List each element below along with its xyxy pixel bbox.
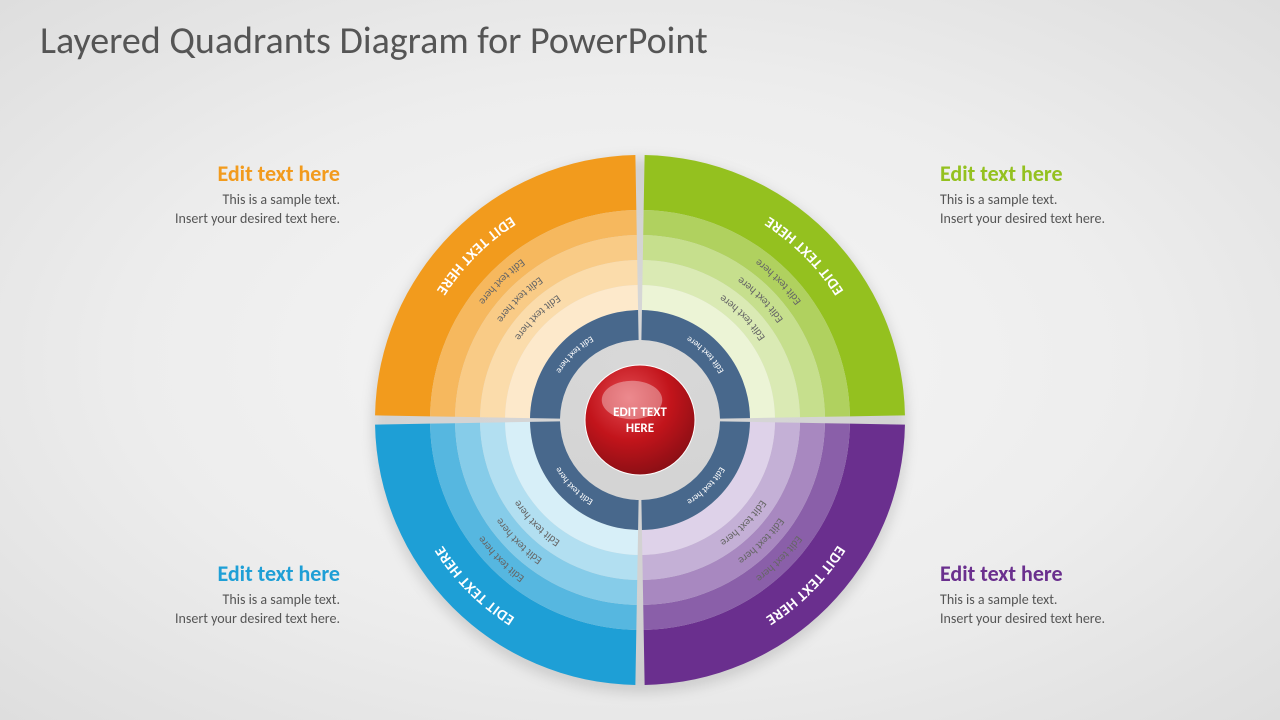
- callout-heading: Edit text here: [940, 160, 1200, 187]
- callout-body: This is a sample text.Insert your desire…: [80, 591, 340, 629]
- callout-bottom-left: Edit text here This is a sample text.Ins…: [80, 560, 340, 629]
- callout-top-right: Edit text here This is a sample text.Ins…: [940, 160, 1200, 229]
- callout-bottom-right: Edit text here This is a sample text.Ins…: [940, 560, 1200, 629]
- callout-heading: Edit text here: [80, 560, 340, 587]
- diagram-stage: EDIT TEXT HEREEdit text hereEdit text he…: [0, 0, 1280, 720]
- callout-heading: Edit text here: [940, 560, 1200, 587]
- callout-body: This is a sample text.Insert your desire…: [80, 191, 340, 229]
- callout-body: This is a sample text.Insert your desire…: [940, 591, 1200, 629]
- callout-heading: Edit text here: [80, 160, 340, 187]
- callout-top-left: Edit text here This is a sample text.Ins…: [80, 160, 340, 229]
- callout-body: This is a sample text.Insert your desire…: [940, 191, 1200, 229]
